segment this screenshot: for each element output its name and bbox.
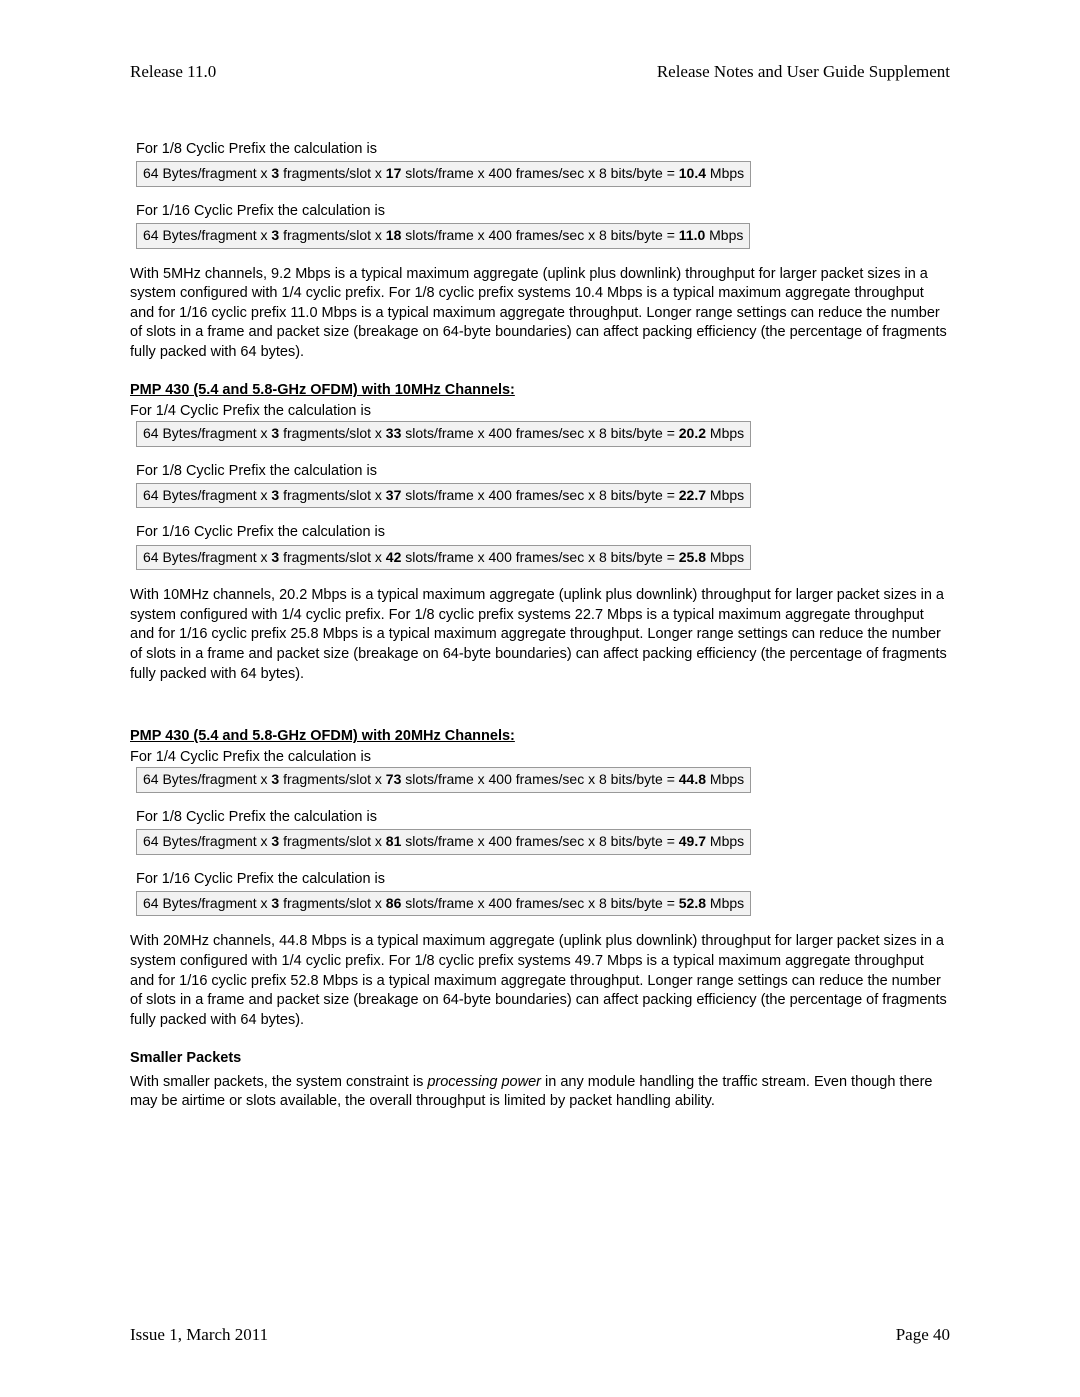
calc-frag-tail: fragments/slot x	[279, 165, 386, 181]
calc-label-1-16: For 1/16 Cyclic Prefix the calculation i…	[136, 201, 950, 221]
calc-lead: 64 Bytes/fragment x	[143, 487, 271, 503]
calc-tail-pre: slots/frame x 400 frames/sec x 8 bits/by…	[401, 895, 678, 911]
calc-lead: 64 Bytes/fragment x	[143, 833, 271, 849]
calc-box-s3-c1: 64 Bytes/fragment x 3 fragments/slot x 7…	[136, 767, 751, 793]
footer-left: Issue 1, March 2011	[130, 1323, 268, 1347]
calc-frag-tail: fragments/slot x	[279, 895, 386, 911]
text-run: With smaller packets, the system constra…	[130, 1074, 427, 1090]
smaller-packets-heading: Smaller Packets	[130, 1048, 950, 1068]
section3-heading: PMP 430 (5.4 and 5.8-GHz OFDM) with 20MH…	[130, 726, 950, 746]
calc-result: 20.2	[679, 425, 706, 441]
section2-paragraph: With 10MHz channels, 20.2 Mbps is a typi…	[130, 586, 950, 684]
calc-tail-post: Mbps	[706, 895, 744, 911]
calc-tail-pre: slots/frame x 400 frames/sec x 8 bits/by…	[401, 833, 678, 849]
calc-result: 52.8	[679, 895, 706, 911]
calc-label-1-8: For 1/8 Cyclic Prefix the calculation is	[136, 807, 950, 827]
calc-result: 25.8	[679, 549, 706, 565]
calc-slots: 42	[386, 549, 402, 565]
calc-result: 22.7	[679, 487, 706, 503]
calc-lead: 64 Bytes/fragment x	[143, 549, 271, 565]
calc-lead: 64 Bytes/fragment x	[143, 165, 271, 181]
calc-frag-tail: fragments/slot x	[279, 227, 386, 243]
calc-tail-post: Mbps	[706, 425, 744, 441]
calc-label-1-4: For 1/4 Cyclic Prefix the calculation is	[130, 747, 950, 767]
calc-slots: 73	[386, 771, 402, 787]
calc-frag-tail: fragments/slot x	[279, 833, 386, 849]
page-footer: Issue 1, March 2011 Page 40	[130, 1323, 950, 1347]
calc-box-s2-c3: 64 Bytes/fragment x 3 fragments/slot x 4…	[136, 545, 751, 571]
calc-frag-tail: fragments/slot x	[279, 425, 386, 441]
calc-tail-post: Mbps	[706, 487, 744, 503]
calc-lead: 64 Bytes/fragment x	[143, 895, 271, 911]
section3-paragraph: With 20MHz channels, 44.8 Mbps is a typi…	[130, 932, 950, 1030]
calc-slots: 86	[386, 895, 402, 911]
calc-box-s3-c2: 64 Bytes/fragment x 3 fragments/slot x 8…	[136, 829, 751, 855]
calc-tail-post: Mbps	[705, 227, 743, 243]
calc-lead: 64 Bytes/fragment x	[143, 771, 271, 787]
calc-frag-tail: fragments/slot x	[279, 487, 386, 503]
smaller-packets-paragraph: With smaller packets, the system constra…	[130, 1073, 950, 1112]
calc-box-s3-c3: 64 Bytes/fragment x 3 fragments/slot x 8…	[136, 891, 751, 917]
calc-slots: 81	[386, 833, 402, 849]
text-emphasis: processing power	[427, 1074, 541, 1090]
calc-label-1-16: For 1/16 Cyclic Prefix the calculation i…	[136, 869, 950, 889]
calc-slots: 37	[386, 487, 402, 503]
calc-tail-pre: slots/frame x 400 frames/sec x 8 bits/by…	[401, 165, 678, 181]
section1-paragraph: With 5MHz channels, 9.2 Mbps is a typica…	[130, 265, 950, 363]
header-right: Release Notes and User Guide Supplement	[657, 60, 950, 84]
calc-result: 10.4	[679, 165, 706, 181]
header-left: Release 11.0	[130, 60, 216, 84]
calc-tail-pre: slots/frame x 400 frames/sec x 8 bits/by…	[401, 771, 678, 787]
calc-result: 11.0	[679, 227, 705, 243]
calc-frag-tail: fragments/slot x	[279, 549, 386, 565]
calc-tail-post: Mbps	[706, 833, 744, 849]
calc-result: 49.7	[679, 833, 706, 849]
calc-box-s1-c2: 64 Bytes/fragment x 3 fragments/slot x 1…	[136, 223, 750, 249]
calc-lead: 64 Bytes/fragment x	[143, 227, 271, 243]
calc-frag-tail: fragments/slot x	[279, 771, 386, 787]
calc-tail-post: Mbps	[706, 771, 744, 787]
calc-box-s2-c2: 64 Bytes/fragment x 3 fragments/slot x 3…	[136, 483, 751, 509]
calc-slots: 18	[386, 227, 402, 243]
calc-tail-pre: slots/frame x 400 frames/sec x 8 bits/by…	[401, 487, 678, 503]
section2-heading: PMP 430 (5.4 and 5.8-GHz OFDM) with 10MH…	[130, 380, 950, 400]
calc-result: 44.8	[679, 771, 706, 787]
calc-label-1-16: For 1/16 Cyclic Prefix the calculation i…	[136, 522, 950, 542]
calc-tail-pre: slots/frame x 400 frames/sec x 8 bits/by…	[401, 549, 678, 565]
calc-tail-pre: slots/frame x 400 frames/sec x 8 bits/by…	[401, 227, 678, 243]
calc-label-1-4: For 1/4 Cyclic Prefix the calculation is	[130, 401, 950, 421]
calc-slots: 33	[386, 425, 402, 441]
calc-tail-pre: slots/frame x 400 frames/sec x 8 bits/by…	[401, 425, 678, 441]
calc-tail-post: Mbps	[706, 549, 744, 565]
calc-label-1-8: For 1/8 Cyclic Prefix the calculation is	[136, 461, 950, 481]
calc-slots: 17	[386, 165, 402, 181]
calc-box-s1-c1: 64 Bytes/fragment x 3 fragments/slot x 1…	[136, 161, 751, 187]
page-header: Release 11.0 Release Notes and User Guid…	[130, 60, 950, 84]
footer-right: Page 40	[896, 1323, 950, 1347]
calc-box-s2-c1: 64 Bytes/fragment x 3 fragments/slot x 3…	[136, 421, 751, 447]
calc-tail-post: Mbps	[706, 165, 744, 181]
calc-label-1-8: For 1/8 Cyclic Prefix the calculation is	[136, 139, 950, 159]
page: Release 11.0 Release Notes and User Guid…	[0, 0, 1080, 1397]
calc-lead: 64 Bytes/fragment x	[143, 425, 271, 441]
